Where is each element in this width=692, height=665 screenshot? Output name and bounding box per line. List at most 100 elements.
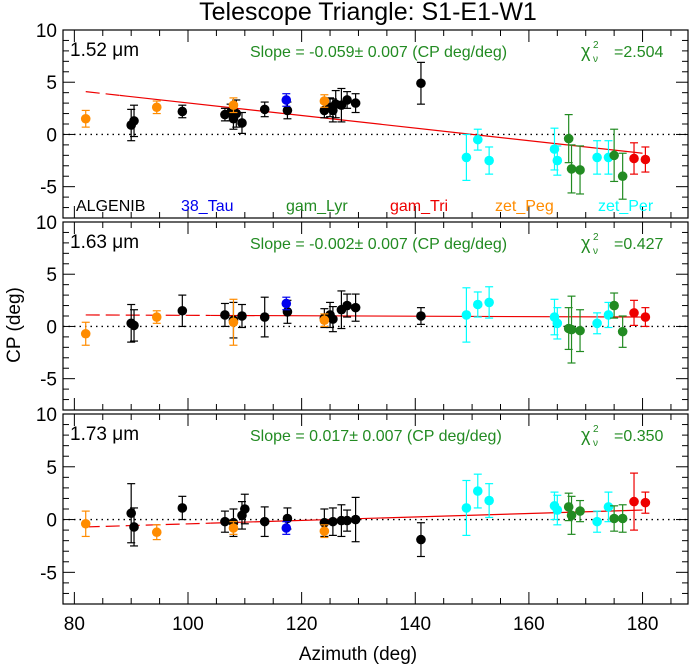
point-zet_Per: [552, 505, 563, 515]
fit-line: [210, 314, 643, 318]
point-zet_Peg: [151, 527, 162, 538]
slope-annotation: Slope = -0.059± 0.007 (CP deg/deg): [250, 44, 507, 61]
point-38_Tau: [281, 298, 292, 309]
point-gam_Lyr: [609, 150, 619, 161]
y-tick-label: 10: [36, 21, 57, 42]
point-gam_Lyr: [617, 326, 628, 337]
x-tick-label: 160: [513, 614, 545, 635]
chi-value: =0.350: [614, 428, 663, 445]
chart-title: Telescope Triangle: S1-E1-W1: [199, 0, 537, 26]
point-ALGENIB: [350, 98, 361, 108]
point-gam_Tri: [640, 497, 651, 508]
chi-superscript: 2: [593, 424, 599, 435]
point-zet_Peg: [80, 518, 91, 529]
panel-label: 1.73 μm: [70, 424, 139, 445]
point-ALGENIB: [342, 95, 352, 105]
legend-entry-ALGENIB: ALGENIB: [76, 198, 145, 215]
point-ALGENIB: [416, 534, 426, 545]
point-gam_Lyr: [609, 513, 619, 524]
x-axis-label: Azimuth (deg): [299, 644, 417, 665]
point-gam_Lyr: [617, 171, 628, 182]
point-ALGENIB: [129, 116, 139, 126]
y-tick-label: -5: [40, 178, 57, 199]
point-zet_Per: [484, 495, 494, 506]
point-ALGENIB: [282, 105, 293, 116]
chi-subscript: ν: [593, 54, 598, 65]
point-zet_Peg: [319, 96, 330, 106]
point-gam_Lyr: [617, 513, 628, 524]
point-gam_Lyr: [566, 510, 577, 521]
point-gam_Tri: [629, 308, 639, 318]
point-gam_Lyr: [566, 324, 577, 335]
chi-subscript: ν: [593, 438, 598, 449]
slope-annotation: Slope = -0.002± 0.007 (CP deg/deg): [250, 236, 507, 253]
point-zet_Peg: [151, 102, 162, 113]
point-ALGENIB: [282, 307, 293, 317]
point-zet_Per: [461, 310, 472, 320]
legend-entry-zet_Per: zet_Per: [598, 198, 654, 215]
point-gam_Tri: [640, 154, 651, 165]
panel-label: 1.52 μm: [70, 40, 139, 61]
point-zet_Per: [592, 152, 602, 163]
point-zet_Peg: [80, 113, 91, 124]
point-zet_Peg: [80, 328, 91, 339]
point-ALGENIB: [328, 314, 338, 324]
point-zet_Peg: [228, 100, 239, 110]
point-zet_Per: [484, 297, 494, 308]
legend-entry-38_Tau: 38_Tau: [181, 198, 234, 215]
slope-annotation: Slope = 0.017± 0.007 (CP deg/deg): [250, 428, 502, 445]
fit-line-dashed: [85, 91, 120, 96]
point-zet_Per: [592, 516, 602, 527]
point-ALGENIB: [177, 106, 188, 117]
point-ALGENIB: [416, 78, 426, 89]
point-zet_Per: [461, 152, 472, 163]
point-ALGENIB: [328, 516, 338, 527]
point-zet_Peg: [151, 312, 162, 322]
point-gam_Lyr: [575, 165, 585, 175]
point-ALGENIB: [177, 305, 188, 316]
point-ALGENIB: [129, 320, 139, 331]
point-zet_Peg: [228, 317, 239, 328]
y-tick-label: -5: [40, 370, 57, 391]
point-gam_Lyr: [566, 164, 577, 174]
point-gam_Lyr: [563, 133, 574, 144]
point-ALGENIB: [282, 513, 293, 524]
chi-superscript: 2: [593, 232, 599, 243]
point-zet_Per: [592, 318, 602, 329]
fit-line: [119, 94, 643, 154]
point-zet_Per: [603, 310, 614, 320]
point-38_Tau: [281, 95, 292, 105]
y-tick-label: 10: [36, 213, 57, 234]
point-ALGENIB: [350, 302, 361, 313]
point-ALGENIB: [350, 514, 361, 525]
point-38_Tau: [281, 523, 292, 533]
point-ALGENIB: [129, 522, 139, 532]
y-tick-label: 5: [46, 73, 57, 94]
point-zet_Per: [552, 155, 563, 166]
chi-superscript: 2: [593, 40, 599, 51]
x-tick-label: 120: [286, 614, 318, 635]
point-ALGENIB: [259, 104, 270, 115]
legend-entry-gam_Lyr: gam_Lyr: [286, 198, 348, 215]
point-zet_Per: [484, 155, 494, 166]
point-ALGENIB: [416, 311, 426, 321]
chi-squared-symbol: χ: [581, 425, 591, 445]
chi-value: =0.427: [614, 236, 663, 253]
chi-squared-symbol: χ: [581, 233, 591, 253]
legend-entry-zet_Peg: zet_Peg: [495, 198, 554, 215]
point-zet_Per: [603, 502, 614, 512]
chi-squared-symbol: χ: [581, 41, 591, 61]
y-tick-label: 0: [46, 125, 57, 146]
point-ALGENIB: [237, 118, 247, 128]
y-tick-label: 0: [46, 317, 57, 338]
point-ALGENIB: [259, 516, 270, 527]
x-tick-label: 80: [64, 614, 85, 635]
panel-3: -5 0 5 10 80 100 120 140 160 180 1.73 μm Slope = 0.…: [36, 405, 689, 635]
x-tick-label: 140: [399, 614, 431, 635]
y-tick-label: 10: [36, 405, 57, 426]
point-gam_Tri: [629, 153, 639, 164]
point-gam_Tri: [640, 312, 651, 322]
point-ALGENIB: [240, 504, 250, 514]
y-tick-label: 5: [46, 265, 57, 286]
